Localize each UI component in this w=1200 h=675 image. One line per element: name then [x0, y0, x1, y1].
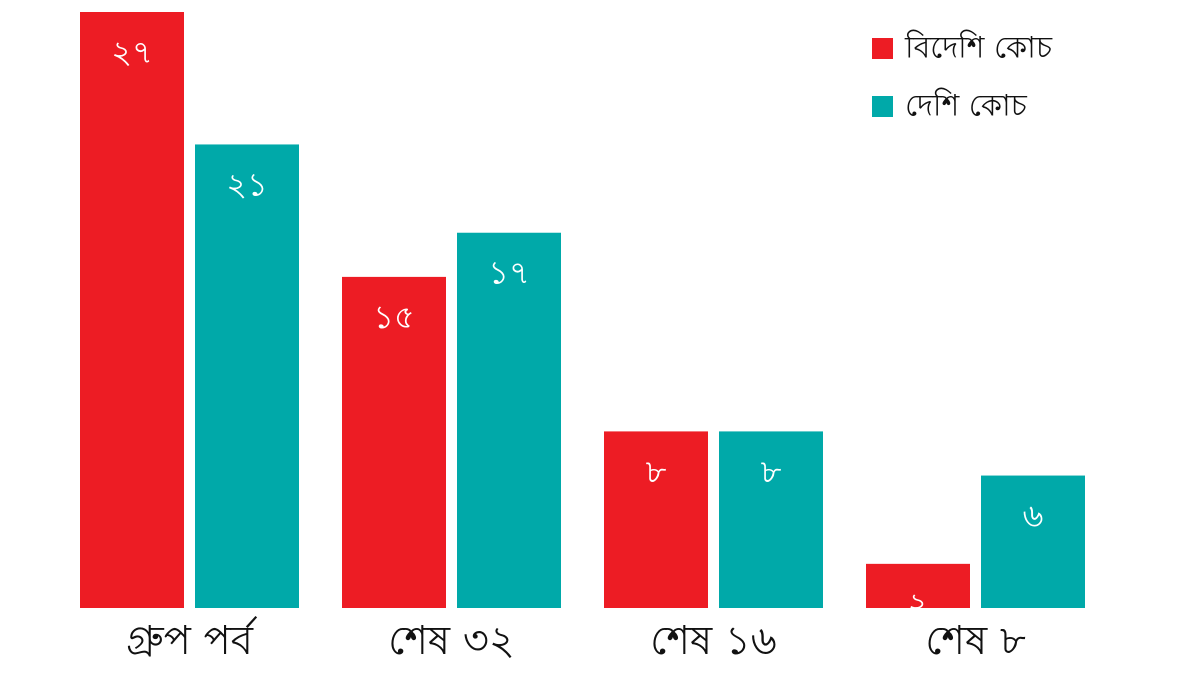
value-label: ১৫	[373, 298, 415, 336]
legend-swatch	[872, 96, 893, 117]
bar	[604, 431, 708, 608]
bar	[195, 144, 299, 608]
value-label: ২	[908, 585, 929, 623]
value-label: ২৭	[111, 33, 153, 71]
bar	[457, 232, 561, 609]
legend-label: বিদেশি কোচ	[904, 30, 1053, 66]
bar	[719, 431, 823, 608]
value-label: ৮	[761, 452, 782, 490]
bar	[80, 12, 184, 608]
x-tick-label: শেষ ৮	[925, 618, 1026, 664]
value-label: ২১	[226, 165, 268, 203]
bar	[342, 276, 446, 608]
legend-label: দেশি কোচ	[905, 88, 1028, 124]
bar	[866, 563, 970, 608]
x-tick-label: শেষ ১৬	[650, 618, 777, 664]
value-label: ৮	[646, 452, 667, 490]
bar	[981, 475, 1085, 608]
x-tick-label: শেষ ৩২	[388, 618, 515, 664]
x-tick-label: গ্রুপ পর্ব	[126, 616, 257, 664]
value-label: ৬	[1023, 497, 1044, 535]
value-label: ১৭	[488, 254, 530, 292]
legend-swatch	[872, 38, 893, 59]
